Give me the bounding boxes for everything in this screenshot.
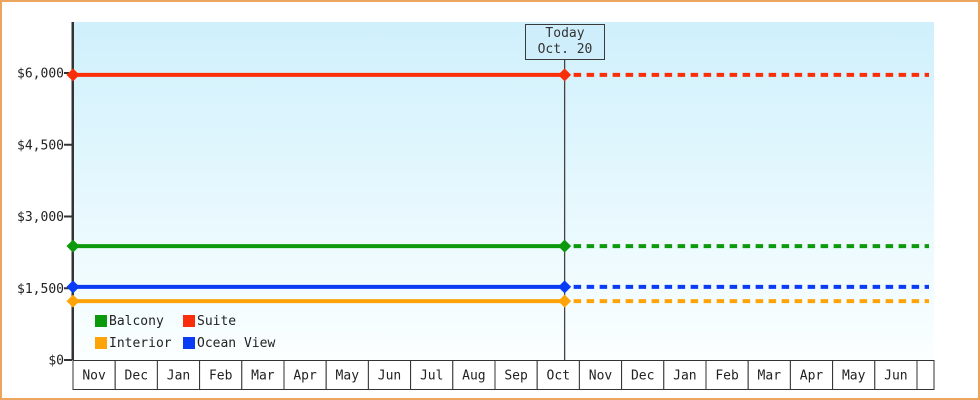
series-marker [558,68,572,82]
today-date: Oct. 20 [537,42,593,57]
chart-legend: Balcony Suite Interior Ocean View [95,310,275,354]
month-label: Jun [378,369,401,384]
month-cell [199,360,243,390]
month-cell [874,360,918,390]
series-ocean-view [66,280,929,294]
series-marker [558,280,572,294]
series-marker [66,239,80,253]
legend-swatch [95,337,107,349]
series-marker [558,294,572,308]
legend-item-balcony: Balcony [95,310,183,332]
month-label: Mar [251,369,275,384]
y-axis-ticks: $0 $1,500 $3,000 $4,500 $6,000 [17,67,72,369]
month-label: Apr [293,369,317,384]
month-label: Nov [589,369,613,384]
month-cell [747,360,791,390]
month-label: Feb [209,369,233,384]
plot-area [73,22,934,360]
legend-item-interior: Interior [95,332,183,354]
legend-swatch [183,337,195,349]
month-cell [705,360,749,390]
series-marker [66,280,80,294]
month-cell [452,360,496,390]
y-tick-label: $4,500 [17,138,64,153]
legend-item-suite: Suite [183,310,275,332]
month-cell [410,360,454,390]
month-label: Aug [462,369,485,384]
month-cell [536,360,580,390]
legend-item-ocean-view: Ocean View [183,332,275,354]
legend-swatch [95,315,107,327]
month-cell [283,360,327,390]
x-axis-month-row: Nov Dec Jan Feb Mar Apr May Jun Jul Aug Sep Oct Nov D… [72,360,935,390]
month-cell-empty [916,360,935,390]
series-interior [66,294,929,308]
month-label: Oct [547,369,570,384]
month-cell [156,360,201,390]
legend-swatch [183,315,195,327]
y-tick-label: $1,500 [17,282,64,297]
series-balcony [66,239,929,253]
month-label: Dec [631,369,654,384]
month-cell [367,360,412,390]
legend-label: Interior [109,335,172,351]
month-label: Jan [673,369,696,384]
y-tick-label: $3,000 [17,210,64,225]
month-label: Sep [504,369,528,384]
month-cell [494,360,538,390]
today-annotation-box: Today Oct. 20 [525,24,605,60]
month-label: May [336,369,360,384]
month-label: Mar [758,369,782,384]
month-cell [621,360,665,390]
legend-label: Balcony [109,313,164,329]
month-cell [663,360,707,390]
month-label: May [842,369,866,384]
series-marker [66,68,80,82]
month-cell [241,360,285,390]
legend-label: Ocean View [197,335,276,351]
month-label: Jan [167,369,190,384]
month-label: Nov [82,369,106,384]
today-label: Today [545,26,585,41]
month-label: Jul [420,369,443,384]
month-label: Feb [715,369,739,384]
series-suite [66,68,929,82]
y-tick-label: $0 [48,354,64,369]
series-marker [558,239,572,253]
month-label: Jun [884,369,907,384]
month-cell [72,360,116,390]
month-label: Apr [800,369,824,384]
y-axis-line [71,22,74,360]
y-tick-label: $6,000 [17,67,64,82]
legend-label: Suite [197,313,237,329]
series-marker [66,294,80,308]
month-cell [325,360,369,390]
month-label: Dec [125,369,148,384]
